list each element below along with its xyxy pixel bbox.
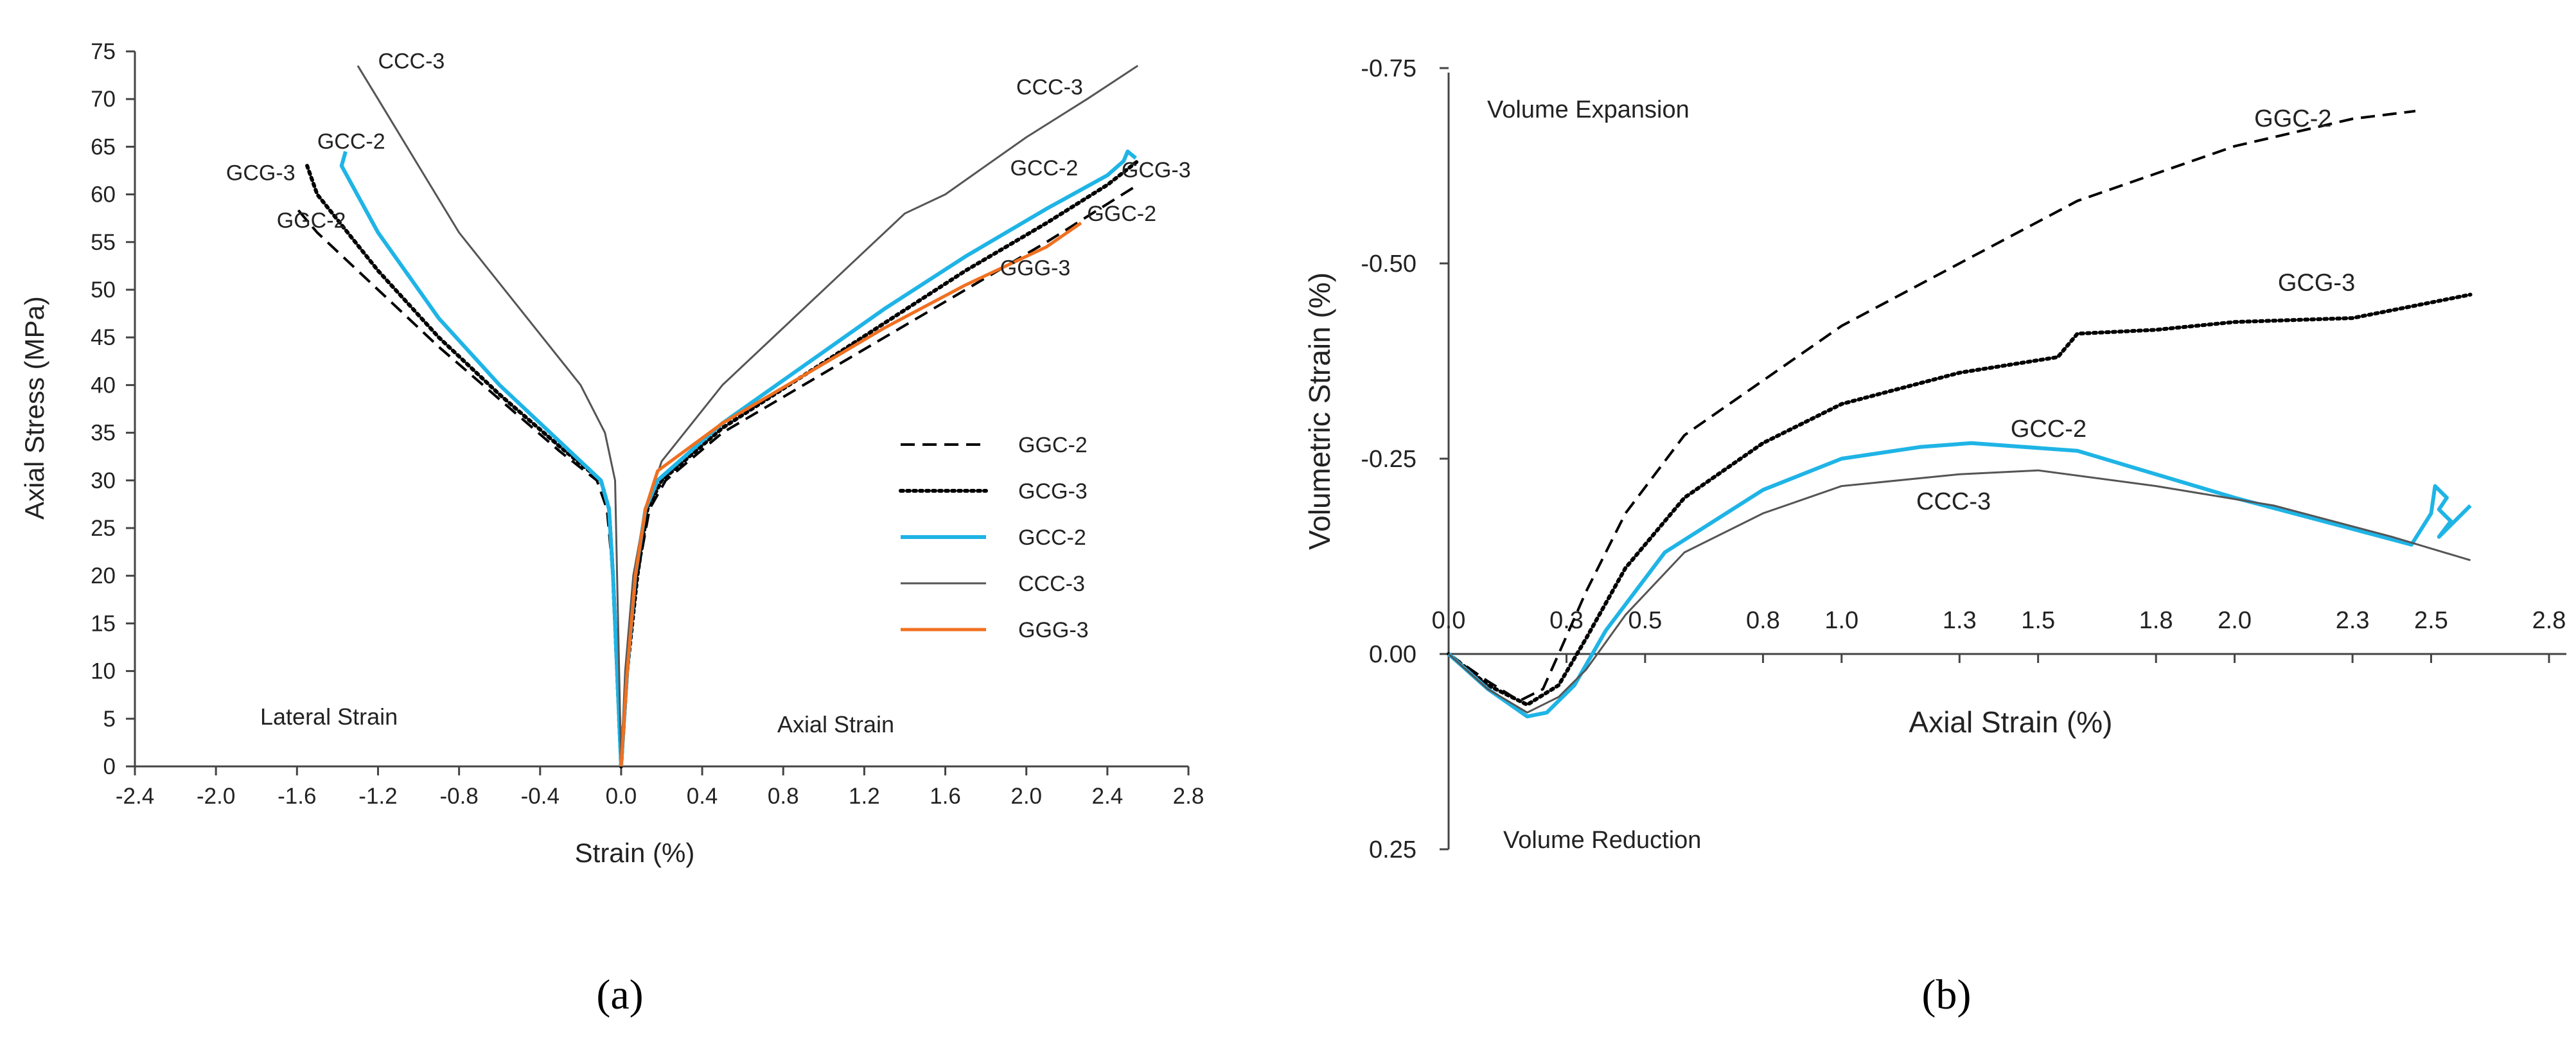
panel-b-series-gcg-3 (1447, 292, 2473, 707)
panel-b-x-tick-label: 2.8 (2532, 607, 2566, 634)
panel-a-x-tick-label: 0.0 (606, 784, 637, 809)
legend-label-gcg-3: GCG-3 (1018, 479, 1088, 504)
panel-b-x-tick-label: 2.0 (2218, 607, 2252, 634)
panel-b-curve-label-ccc-3: CCC-3 (1916, 488, 1991, 515)
panel-b-curve-label-gcc-2: GCC-2 (2011, 416, 2086, 443)
panel-a-x-tick-label: 2.0 (1010, 784, 1042, 809)
panel-b-x-axis-label: Axial Strain (%) (1909, 705, 2113, 739)
panel-a-y-tick-label: 30 (91, 468, 116, 493)
panel-b-volume-reduction-label: Volume Reduction (1503, 827, 1701, 854)
panel-b-x-tick-label: 1.5 (2021, 607, 2055, 634)
panel-b-y-axis-label: Volumetric Strain (%) (1303, 272, 1336, 550)
panel-a-y-tick-label: 0 (103, 754, 116, 779)
panel-a-x-tick-label: 2.4 (1092, 784, 1124, 809)
panel-b-volume-expansion-label: Volume Expansion (1487, 96, 1689, 123)
panel-b-x-tick-label: 0.8 (1746, 607, 1780, 634)
panel-b-x-tick-label: 1.3 (1943, 607, 1977, 634)
panel-a-y-tick-label: 55 (91, 230, 116, 255)
panel-a-caption: (a) (596, 971, 643, 1018)
panel-b-y-tick-label: 0.25 (1369, 836, 1416, 863)
panel-a-x-tick-label: 2.8 (1173, 784, 1204, 809)
panel-b-y-tick-label: -0.75 (1361, 55, 1416, 82)
panel-a-x-tick-labels: -2.4 -2.0 -1.6 -1.2 -0.8 -0.4 0.0 0.4 0.8 1.2 1.6 2… (116, 784, 1204, 809)
panel-a-series (296, 65, 1140, 768)
panel-b-y-tick-label: -0.50 (1361, 251, 1416, 278)
panel-b-y-tick-label: -0.25 (1361, 446, 1416, 473)
panel-a-y-tick-label: 70 (91, 87, 116, 112)
panel-a-y-tick-labels: 0 5 10 15 20 25 30 35 40 45 50 55 60 65 70 75 (91, 39, 116, 779)
legend-label-gcc-2: GCC-2 (1018, 525, 1086, 550)
panel-b-y-tick-labels: 0.25 0.00 -0.25 -0.50 -0.75 (1361, 55, 1416, 863)
panel-a-y-tick-label: 35 (91, 421, 116, 446)
panel-a-curve-label-ggc-2-axial: GGC-2 (1087, 202, 1156, 226)
legend-label-ccc-3: CCC-3 (1018, 572, 1085, 596)
panel-b-series-gcc-2 (1447, 441, 2472, 719)
panel-a-stress-strain-chart: -2.4 -2.0 -1.6 -1.2 -0.8 -0.4 0.0 0.4 0.8 1.2 1.6 2… (19, 39, 1204, 1018)
panel-a-curve-label-ccc-3-axial: CCC-3 (1016, 75, 1083, 100)
panel-a-y-tick-label: 25 (91, 516, 116, 541)
panel-a-curve-labels: GGC-2 GGC-2 GCG-3 GCG-3 GCC-2 GCC-2 CCC-3 CCC-3… (226, 49, 1191, 281)
panel-a-y-tick-label: 5 (103, 707, 116, 732)
panel-a-x-tick-label: 0.8 (768, 784, 799, 809)
panel-b-y-tick-label: 0.00 (1369, 641, 1416, 668)
panel-a-y-tick-label: 15 (91, 611, 116, 636)
panel-a-x-tick-label: -1.6 (278, 784, 316, 809)
panel-a-x-tick-label: -2.4 (116, 784, 154, 809)
panel-a-y-tick-label: 10 (91, 659, 116, 684)
panel-a-y-tick-label: 50 (91, 278, 116, 303)
legend-label-ggg-3: GGG-3 (1018, 618, 1089, 642)
panel-a-x-tick-label: 0.4 (687, 784, 718, 809)
panel-a-y-tick-label: 75 (91, 39, 116, 64)
panel-a-x-axis-label: Strain (%) (575, 838, 695, 868)
panel-a-x-tick-label: 1.2 (849, 784, 880, 809)
panel-b-caption: (b) (1922, 971, 1972, 1018)
panel-b-x-tick-label: 0.5 (1628, 607, 1662, 634)
panel-a-y-tick-label: 60 (91, 182, 116, 208)
panel-a-curve-label-ccc-3-lateral: CCC-3 (378, 49, 445, 74)
panel-b-x-tick-labels: 0.0 0.3 0.5 0.8 1.0 1.3 1.5 1.8 2.0 2.3 2.5 2.8 (1432, 607, 2566, 634)
panel-a-y-tick-label: 65 (91, 134, 116, 159)
panel-b-x-tick-label: 0.0 (1432, 607, 1466, 634)
panel-b-x-tick-label: 2.3 (2336, 607, 2370, 634)
panel-b-curve-labels: GGC-2 GCG-3 GCC-2 CCC-3 (1916, 105, 2355, 515)
panel-a-y-tick-label: 45 (91, 325, 116, 350)
panel-a-x-tick-label: -1.2 (358, 784, 397, 809)
panel-a-y-tick-label: 40 (91, 373, 116, 398)
panel-a-curve-label-gcg-3-lateral: GCG-3 (226, 161, 296, 185)
panel-a-axial-strain-label: Axial Strain (777, 711, 894, 737)
panel-b-x-tick-label: 0.3 (1549, 607, 1584, 634)
panel-a-x-tick-label: 1.6 (930, 784, 961, 809)
panel-b-curve-label-ggc-2: GGC-2 (2254, 105, 2331, 132)
panel-a-axes (126, 50, 1190, 775)
panel-a-x-tick-label: -0.8 (439, 784, 478, 809)
panel-b-x-tick-label: 1.0 (1824, 607, 1858, 634)
panel-b-series (1447, 109, 2473, 719)
legend-label-ggc-2: GGC-2 (1018, 433, 1088, 457)
panel-a-y-axis-label: Axial Stress (MPa) (19, 296, 49, 520)
panel-a-curve-label-gcc-2-lateral: GCC-2 (317, 129, 385, 154)
panel-a-series-ccc-3-lateral (357, 65, 622, 767)
panel-b-x-tick-label: 2.5 (2414, 607, 2448, 634)
panel-a-series-gcc-2-lateral (339, 150, 623, 767)
panel-a-legend: GGC-2 GCG-3 GCC-2 CCC-3 GGG-3 (899, 433, 1089, 642)
panel-a-series-ccc-3-axial (620, 65, 1139, 767)
panel-a-curve-label-ggc-2-lateral: GGC-2 (277, 209, 346, 233)
panel-b-series-ccc-3 (1448, 469, 2471, 714)
panel-b-volumetric-strain-chart: 0.0 0.3 0.5 0.8 1.0 1.3 1.5 1.8 2.0 2.3 2.5 2.8 0.2… (1303, 55, 2566, 1018)
panel-a-curve-label-gcg-3-axial: GCG-3 (1122, 158, 1191, 182)
panel-a-x-tick-label: -0.4 (521, 784, 560, 809)
panel-a-curve-label-gcc-2-axial: GCC-2 (1010, 156, 1078, 181)
panel-b-series-ggc-2 (1447, 109, 2416, 702)
panel-a-lateral-strain-label: Lateral Strain (260, 703, 398, 730)
panel-a-curve-label-ggg-3-axial: GGG-3 (1000, 256, 1071, 281)
panel-a-y-tick-label: 20 (91, 563, 116, 588)
panel-a-series-ggg-3-axial (619, 222, 1082, 767)
panel-b-curve-label-gcg-3: GCG-3 (2278, 270, 2355, 297)
panel-b-x-tick-label: 1.8 (2139, 607, 2173, 634)
panel-a-x-tick-label: -2.0 (197, 784, 235, 809)
